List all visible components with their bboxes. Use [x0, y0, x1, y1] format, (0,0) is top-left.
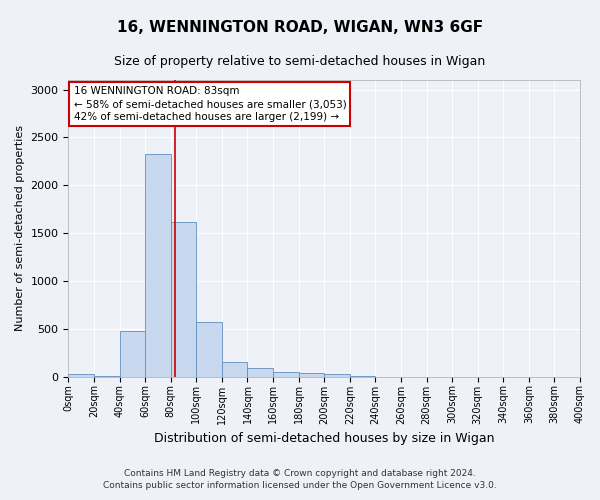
- Bar: [119, 331, 145, 376]
- Y-axis label: Number of semi-detached properties: Number of semi-detached properties: [15, 126, 25, 332]
- Bar: [273, 372, 299, 376]
- Bar: [324, 374, 350, 376]
- Text: Size of property relative to semi-detached houses in Wigan: Size of property relative to semi-detach…: [115, 55, 485, 68]
- Bar: [222, 362, 247, 376]
- Bar: [196, 322, 222, 376]
- Bar: [299, 374, 324, 376]
- Text: 16 WENNINGTON ROAD: 83sqm
← 58% of semi-detached houses are smaller (3,053)
42% : 16 WENNINGTON ROAD: 83sqm ← 58% of semi-…: [74, 86, 346, 122]
- X-axis label: Distribution of semi-detached houses by size in Wigan: Distribution of semi-detached houses by …: [154, 432, 494, 445]
- Bar: [247, 368, 273, 376]
- Bar: [171, 222, 196, 376]
- Bar: [68, 374, 94, 376]
- Text: 16, WENNINGTON ROAD, WIGAN, WN3 6GF: 16, WENNINGTON ROAD, WIGAN, WN3 6GF: [117, 20, 483, 35]
- Text: Contains HM Land Registry data © Crown copyright and database right 2024.: Contains HM Land Registry data © Crown c…: [124, 468, 476, 477]
- Bar: [145, 154, 171, 376]
- Text: Contains public sector information licensed under the Open Government Licence v3: Contains public sector information licen…: [103, 481, 497, 490]
